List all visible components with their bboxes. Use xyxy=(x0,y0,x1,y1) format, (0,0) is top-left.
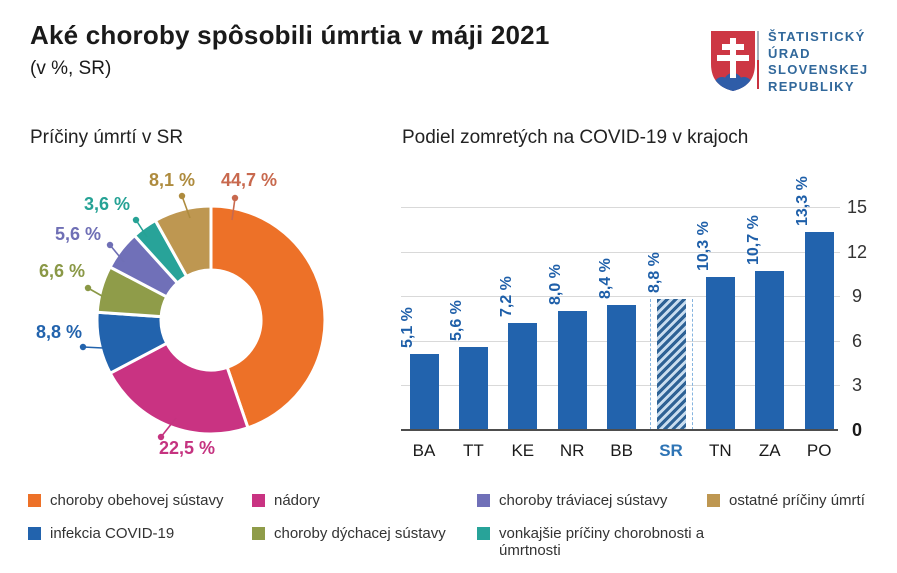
x-axis-label: PO xyxy=(806,441,832,460)
logo-text: ŠTATISTICKÝ ÚRAD SLOVENSKEJ REPUBLIKY xyxy=(768,29,868,95)
logo-text-line: REPUBLIKY xyxy=(768,78,855,94)
bar-gridline xyxy=(401,207,840,208)
logo-text-line: SLOVENSKEJ xyxy=(768,62,869,77)
y-axis-tick-label: 0 xyxy=(851,420,862,440)
bar-value-label: 13,3 % xyxy=(794,176,812,227)
legend-label: choroby obehovej sústavy xyxy=(50,492,224,509)
donut-value-label: 8,1 % xyxy=(149,170,196,190)
legend-swatch-icon xyxy=(477,527,490,540)
statistical-office-logo: ŠTATISTICKÝ ÚRAD SLOVENSKEJ REPUBLIKY xyxy=(706,16,891,111)
legend-swatch-icon xyxy=(252,527,265,540)
bar-gridline xyxy=(401,251,840,253)
legend-swatch-icon xyxy=(28,494,41,507)
page-subtitle: (v %, SR) xyxy=(30,58,112,79)
y-axis-tick-label: 6 xyxy=(851,330,862,351)
legend-item: choroby tráviacej sústavy xyxy=(477,492,707,525)
bar xyxy=(804,232,834,430)
legend-label: choroby tráviacej sústavy xyxy=(499,492,668,509)
x-axis-label: KE xyxy=(511,441,535,460)
donut-value-label: 8,8 % xyxy=(36,322,83,342)
bar-highlight-edge-line xyxy=(692,299,693,430)
x-axis-label: SR xyxy=(659,441,683,460)
donut-value-label: 5,6 % xyxy=(55,224,102,244)
donut-value-label: 6,6 % xyxy=(39,261,86,281)
y-axis-tick-label: 3 xyxy=(851,375,862,396)
logo-divider-bottom xyxy=(757,60,759,89)
bar-gridline xyxy=(401,296,840,298)
bar xyxy=(458,346,488,430)
x-axis-label: NR xyxy=(559,441,585,460)
bar-value-label: 8,4 % xyxy=(596,258,614,300)
logo-text-line: ŠTATISTICKÝ xyxy=(768,29,866,44)
bar-value-label: 8,0 % xyxy=(547,264,565,306)
legend-swatch-icon xyxy=(28,527,41,540)
bar-highlight-edge-line xyxy=(650,299,651,430)
donut-value-label: 44,7 % xyxy=(221,170,278,190)
legend-item: nádory xyxy=(252,492,477,525)
bar-value-label: 10,3 % xyxy=(695,221,713,271)
bar-value-label: 5,6 % xyxy=(448,299,466,341)
bar xyxy=(607,305,637,430)
bar-value-label: 5,1 % xyxy=(399,307,416,349)
bar xyxy=(705,276,735,430)
page-title: Aké choroby spôsobili úmrtia v máji 2021 xyxy=(30,20,550,50)
legend-label: choroby dýchacej sústavy xyxy=(274,525,446,542)
slovak-coat-of-arms-icon xyxy=(711,31,755,91)
bar xyxy=(409,354,439,430)
legend-label: nádory xyxy=(274,492,320,509)
x-axis-label: TT xyxy=(463,441,484,460)
bar xyxy=(508,322,538,430)
legend-item: choroby obehovej sústavy xyxy=(28,492,252,525)
y-axis-tick-label: 9 xyxy=(851,286,862,307)
legend-item: infekcia COVID-19 xyxy=(28,525,252,558)
donut-value-label: 3,6 % xyxy=(84,194,131,214)
bar xyxy=(557,311,587,430)
y-axis-tick-label: 12 xyxy=(846,241,868,262)
logo-text-line: ÚRAD xyxy=(768,45,811,61)
donut-value-label: 22,5 % xyxy=(159,438,216,458)
legend-swatch-icon xyxy=(252,494,265,507)
bar-value-label: 10,7 % xyxy=(744,215,762,265)
y-axis-tick-label: 15 xyxy=(846,197,868,217)
legend-label: ostatné príčiny úmrtí xyxy=(729,492,865,509)
legend-item: choroby dýchacej sústavy xyxy=(252,525,477,558)
legend-item: vonkajšie príčiny chorobnosti a úmrtnost… xyxy=(477,525,707,559)
x-axis-label: ZA xyxy=(758,441,781,460)
legend-swatch-icon xyxy=(707,494,720,507)
chart-legend: choroby obehovej sústavy nádory choroby tr… xyxy=(28,492,883,559)
legend-swatch-icon xyxy=(477,494,490,507)
x-axis-line xyxy=(401,429,838,431)
legend-label: vonkajšie príčiny chorobnosti a úmrtnost… xyxy=(499,525,705,559)
bar-value-label: 7,2 % xyxy=(497,276,515,317)
bar-value-label: 8,8 % xyxy=(646,252,663,294)
donut-chart-title: Príčiny úmrtí v SR xyxy=(30,127,184,148)
bar-chart-title: Podiel zomretých na COVID-19 v krajoch xyxy=(402,127,749,148)
logo-divider-top xyxy=(757,31,759,60)
legend-label: infekcia COVID-19 xyxy=(50,525,175,542)
x-axis-label: BA xyxy=(412,441,436,460)
legend-item: ostatné príčiny úmrtí xyxy=(707,492,883,525)
x-axis-label: TN xyxy=(709,441,732,460)
bar xyxy=(656,299,686,430)
bar xyxy=(755,270,785,430)
x-axis-label: BB xyxy=(610,441,633,460)
